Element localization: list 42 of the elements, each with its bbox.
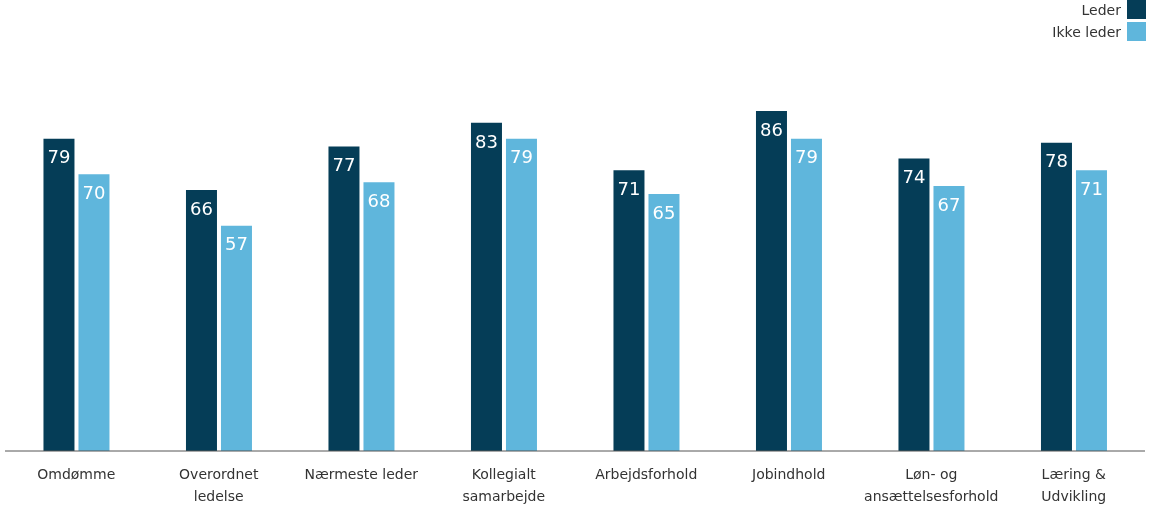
data-label: 83 <box>475 130 498 152</box>
bar <box>648 194 680 451</box>
data-label: 79 <box>510 146 533 168</box>
x-tick-label: Læring & Udvikling <box>1041 466 1107 504</box>
bar <box>43 138 75 451</box>
x-tick-label: Løn- og ansættelsesforhold <box>864 466 999 504</box>
x-tick-label: Jobindhold <box>751 466 826 482</box>
bar <box>1075 170 1107 451</box>
data-label: 71 <box>617 178 641 200</box>
bar <box>898 158 930 451</box>
data-label: 67 <box>937 193 961 215</box>
bar <box>78 174 110 451</box>
x-tick-label: Overordnet ledelse <box>179 466 259 504</box>
data-label: 71 <box>1080 178 1103 200</box>
bar <box>613 170 645 451</box>
data-label: 79 <box>47 146 71 168</box>
bar <box>1040 142 1072 451</box>
x-tick-label: Kollegialt samarbejde <box>462 466 546 504</box>
x-tick-label: Omdømme <box>37 466 116 482</box>
data-label: 74 <box>902 166 926 188</box>
data-label: 68 <box>367 189 391 211</box>
legend-label: Ikke leder <box>1052 23 1121 40</box>
data-label: 66 <box>190 197 213 219</box>
bar <box>328 146 360 451</box>
bar <box>470 122 502 451</box>
bar <box>505 138 537 451</box>
data-label: 86 <box>760 118 783 140</box>
x-tick-label: Nærmeste leder <box>304 466 419 482</box>
data-label: 70 <box>82 182 106 204</box>
bar <box>185 190 217 451</box>
data-label: 77 <box>332 154 356 176</box>
data-label: 65 <box>652 201 676 223</box>
legend-label: Leder <box>1081 1 1121 18</box>
data-label: 57 <box>225 233 248 255</box>
bar <box>755 111 787 451</box>
data-label: 79 <box>795 146 818 168</box>
data-label: 78 <box>1045 150 1068 172</box>
bar <box>363 182 395 451</box>
x-tick-label: Arbejdsforhold <box>595 466 698 482</box>
bar <box>790 138 822 451</box>
bar <box>220 225 252 451</box>
bar <box>933 186 965 451</box>
